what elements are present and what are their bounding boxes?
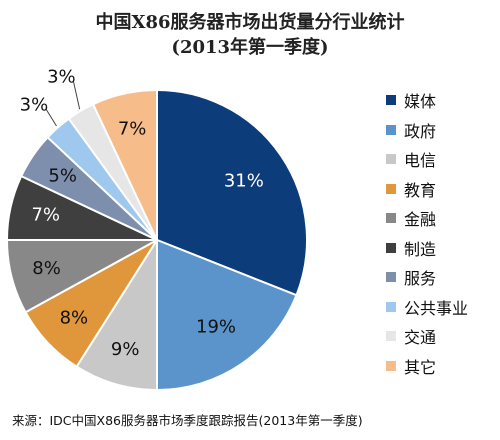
legend-label: 政府 bbox=[404, 121, 437, 141]
legend-swatch bbox=[386, 272, 396, 282]
leader-line-8 bbox=[72, 80, 81, 110]
legend-swatch bbox=[386, 183, 396, 194]
legend-label: 其它 bbox=[404, 357, 437, 377]
legend-label: 交通 bbox=[404, 328, 437, 347]
legend-item-9: 其它 bbox=[386, 354, 436, 378]
legend-swatch bbox=[386, 154, 396, 164]
legend-swatch bbox=[386, 301, 396, 312]
leader-line-7 bbox=[45, 108, 57, 127]
legend-label: 公共事业 bbox=[404, 298, 469, 318]
legend-item-4: 金融 bbox=[386, 206, 436, 230]
data-label-8: 3% bbox=[47, 66, 76, 87]
legend-item-6: 服务 bbox=[386, 265, 436, 289]
legend-item-3: 教育 bbox=[386, 177, 436, 201]
legend-swatch bbox=[386, 95, 396, 105]
legend-item-8: 交通 bbox=[386, 324, 436, 348]
pie-slice-1 bbox=[156, 238, 298, 392]
data-label-9: 7% bbox=[118, 118, 147, 139]
data-label-6: 5% bbox=[48, 165, 77, 186]
chart-subtitle: (2013年第一季度) bbox=[171, 37, 329, 58]
legend-label: 教育 bbox=[404, 180, 437, 200]
pie-slice-9 bbox=[91, 88, 158, 241]
legend-swatch bbox=[386, 242, 396, 253]
data-label-1: 19% bbox=[196, 316, 236, 337]
data-label-3: 8% bbox=[60, 308, 89, 329]
legend-swatch bbox=[386, 124, 396, 135]
data-label-2: 9% bbox=[111, 339, 140, 360]
data-label-7: 3% bbox=[20, 94, 49, 115]
legend-swatch bbox=[386, 213, 396, 223]
legend-item-2: 电信 bbox=[386, 147, 436, 171]
legend-label: 电信 bbox=[404, 151, 437, 170]
legend-label: 媒体 bbox=[404, 92, 437, 111]
legend-item-0: 媒体 bbox=[386, 88, 436, 112]
legend-item-7: 公共事业 bbox=[386, 295, 468, 319]
data-label-4: 8% bbox=[32, 258, 61, 279]
legend-label: 制造 bbox=[404, 239, 437, 259]
pie-slice-0 bbox=[156, 88, 308, 297]
legend-item-1: 政府 bbox=[386, 118, 436, 142]
legend-swatch bbox=[386, 360, 396, 371]
chart-title: 中国X86服务器市场出货量分行业统计 bbox=[95, 12, 405, 33]
source-note: 来源：IDC中国X86服务器市场季度跟踪报告(2013年第一季度) bbox=[12, 413, 363, 428]
data-label-0: 31% bbox=[224, 170, 264, 191]
data-label-5: 7% bbox=[31, 205, 60, 226]
legend-label: 服务 bbox=[404, 269, 437, 288]
legend-swatch bbox=[386, 331, 396, 341]
legend-item-5: 制造 bbox=[386, 236, 436, 260]
pie-slice-2 bbox=[75, 236, 158, 392]
legend-label: 金融 bbox=[404, 210, 437, 229]
